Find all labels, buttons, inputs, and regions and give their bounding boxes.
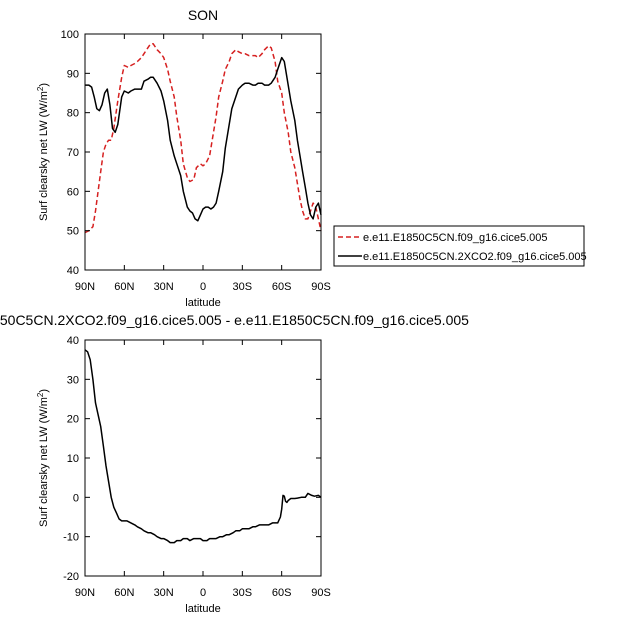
legend-box xyxy=(333,225,585,267)
legend-label-2xco2: e.e11.E1850C5CN.2XCO2.f09_g16.cice5.005 xyxy=(363,251,587,263)
bottom-x-tick-label: 0 xyxy=(200,587,206,599)
bottom-y-tick-label: 20 xyxy=(67,414,79,426)
top-series-group xyxy=(84,43,322,234)
top-x-axis-label: latitude xyxy=(185,297,220,309)
bottom-x-tick-label: 90N xyxy=(75,587,95,599)
bottom-y-tick-label: -20 xyxy=(63,571,79,583)
top-x-tick-label: 0 xyxy=(200,281,206,293)
legend-label-control: e.e11.E1850C5CN.f09_g16.cice5.005 xyxy=(363,232,548,244)
bottom-x-tick-label: 30S xyxy=(233,587,253,599)
top-x-tick-label: 30S xyxy=(233,281,253,293)
top-x-tick-label: 90S xyxy=(311,281,331,293)
legend: e.e11.E1850C5CN.f09_g16.cice5.005 e.e11.… xyxy=(333,225,587,267)
bottom-series-group xyxy=(84,349,322,544)
top-y-tick-label: 50 xyxy=(67,226,79,238)
top-y-tick-label: 90 xyxy=(67,68,79,80)
bottom-x-tick-label: 90S xyxy=(311,587,331,599)
bottom-chart-title: e.e11.E1850C5CN.2XCO2.f09_g16.cice5.005 … xyxy=(0,312,469,328)
top-y-tick-label: 100 xyxy=(61,29,79,41)
bottom-y-axis-label: Surf clearsky net LW (W/m2) xyxy=(36,389,50,527)
top-chart-title: SON xyxy=(188,7,218,23)
top-x-tick-label: 90N xyxy=(75,281,95,293)
bottom-y-tick-label: 0 xyxy=(73,492,79,504)
top-x-ticks: 90N 60N 30N 0 30S 60S 90S xyxy=(75,34,331,293)
bottom-y-ticks: -20 -10 0 10 20 30 40 xyxy=(63,335,321,583)
top-y-tick-label: 70 xyxy=(67,147,79,159)
top-y-tick-label: 60 xyxy=(67,186,79,198)
bottom-y-tick-label: 10 xyxy=(67,453,79,465)
bottom-y-tick-label: 40 xyxy=(67,335,79,347)
top-x-tick-label: 60N xyxy=(114,281,134,293)
top-y-tick-label: 40 xyxy=(67,265,79,277)
bottom-chart-panel: e.e11.E1850C5CN.2XCO2.f09_g16.cice5.005 … xyxy=(0,312,469,615)
top-y-tick-label: 80 xyxy=(67,108,79,120)
bottom-x-tick-label: 60S xyxy=(272,587,292,599)
top-x-tick-label: 60S xyxy=(272,281,292,293)
bottom-x-tick-label: 30N xyxy=(154,587,174,599)
bottom-series-line-0 xyxy=(84,349,322,544)
bottom-x-ticks: 90N 60N 30N 0 30S 60S 90S xyxy=(75,340,331,599)
top-x-tick-label: 30N xyxy=(154,281,174,293)
bottom-x-tick-label: 60N xyxy=(114,587,134,599)
bottom-y-tick-label: 30 xyxy=(67,374,79,386)
top-y-axis-label: Surf clearsky net LW (W/m2) xyxy=(36,83,50,221)
top-series-line-1 xyxy=(85,56,322,222)
top-y-ticks: 40 50 60 70 80 90 100 xyxy=(61,29,321,277)
bottom-x-axis-label: latitude xyxy=(185,603,220,615)
bottom-y-tick-label: -10 xyxy=(63,532,79,544)
top-series-line-0 xyxy=(84,43,322,234)
